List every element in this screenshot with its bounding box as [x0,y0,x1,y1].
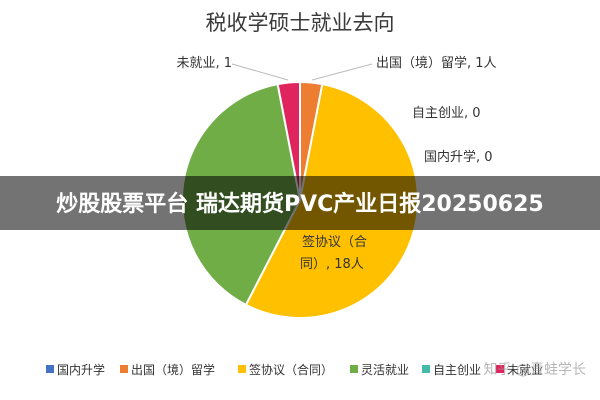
legend-label-5: 未就业 [507,363,543,377]
label-guoneishengxue: 国内升学, 0 [424,149,493,165]
legend-swatch-4 [422,365,430,373]
legend: 国内升学 出国（境）留学 签协议（合同） 灵活就业 自主创业 未就业 [46,362,543,377]
legend-swatch-2 [238,365,246,373]
label-chuguo: 出国（境）留学, 1人 [376,55,497,71]
banner-background [0,176,600,230]
legend-swatch-1 [120,365,128,373]
legend-label-0: 国内升学 [57,362,105,377]
banner-text: 炒股股票平台 瑞达期货PVC产业日报20250625 [56,191,543,217]
chart-title: 税收学硕士就业去向 [206,11,395,35]
leader-line-chuguo [311,63,373,81]
legend-swatch-3 [350,365,358,373]
leader-line-weijiuye [231,63,289,81]
pie-slice-5 [276,80,301,201]
legend-label-1: 出国（境）留学 [131,362,215,377]
label-zizhuchuangye: 自主创业, 0 [412,106,481,121]
legend-swatch-5 [496,365,504,373]
label-qianxieyi-line1: 签协议（合 [302,234,367,250]
legend-label-4: 自主创业 [433,363,481,377]
legend-label-3: 灵活就业 [361,363,409,377]
legend-swatch-0 [46,365,54,373]
label-qianxieyi-line2: 同）, 18人 [300,257,364,272]
label-weijiuye: 未就业, 1 [176,56,232,71]
legend-label-2: 签协议（合同） [249,362,333,377]
watermark: 知乎 @青蛙学长 [484,361,586,378]
